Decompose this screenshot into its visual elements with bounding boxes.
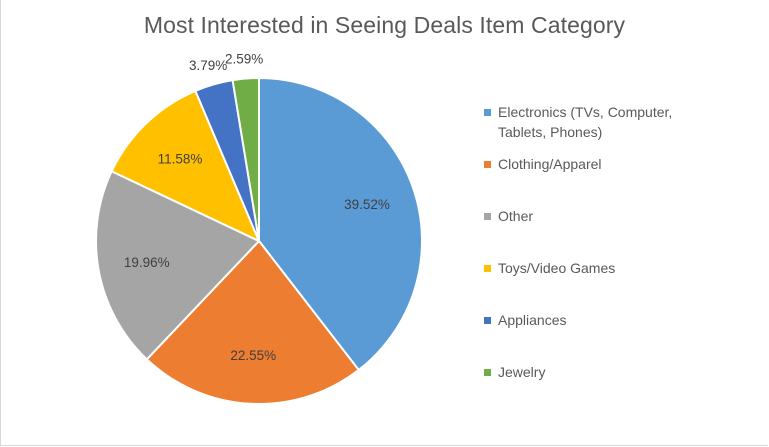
legend-swatch: [484, 369, 491, 376]
legend-label-line: Tablets, Phones): [498, 124, 603, 140]
pie-slice-other: [94, 170, 260, 361]
pie-slice-toys-video-games: [110, 89, 260, 242]
data-label-electronics: 39.52%: [344, 197, 390, 212]
pie-slices: [94, 76, 423, 405]
legend-label-line: Other: [498, 208, 534, 224]
legend-swatch: [484, 109, 491, 116]
legend-label: Jewelry: [498, 362, 738, 382]
legend-swatch: [484, 317, 491, 324]
legend-label: Toys/Video Games: [498, 258, 738, 278]
data-label-other: 19.96%: [124, 255, 170, 270]
legend-label-line: Electronics (TVs, Computer,: [498, 104, 673, 120]
legend-swatch: [484, 213, 491, 220]
legend-label: Appliances: [498, 310, 738, 330]
data-label-clothing-apparel: 22.55%: [230, 348, 276, 363]
legend-label-line: Clothing/Apparel: [498, 156, 602, 172]
legend-label-line: Toys/Video Games: [498, 260, 616, 276]
legend-label: Electronics (TVs, Computer, Tablets, Phon…: [498, 102, 738, 142]
legend-label: Clothing/Apparel: [498, 154, 738, 174]
legend-label: Other: [498, 206, 738, 226]
pie-slice-electronics: [258, 77, 423, 371]
legend-label-line: Appliances: [498, 312, 567, 328]
data-label-toys-video-games: 11.58%: [158, 152, 203, 167]
data-label-jewelry: 2.59%: [225, 52, 263, 67]
legend-swatch: [484, 161, 491, 168]
pie-data-labels: 39.52% 22.55% 19.96% 11.58% 3.79%2.59%: [124, 52, 390, 363]
pie-slice-jewelry: [231, 76, 260, 242]
pie-slice-clothing-apparel: [145, 240, 360, 405]
legend-label-line: Jewelry: [498, 364, 546, 380]
legend-swatch: [484, 265, 491, 272]
chart-title: Most Interested in Seeing Deals Item Cat…: [143, 12, 626, 38]
data-label-appliances: 3.79%: [189, 58, 227, 73]
